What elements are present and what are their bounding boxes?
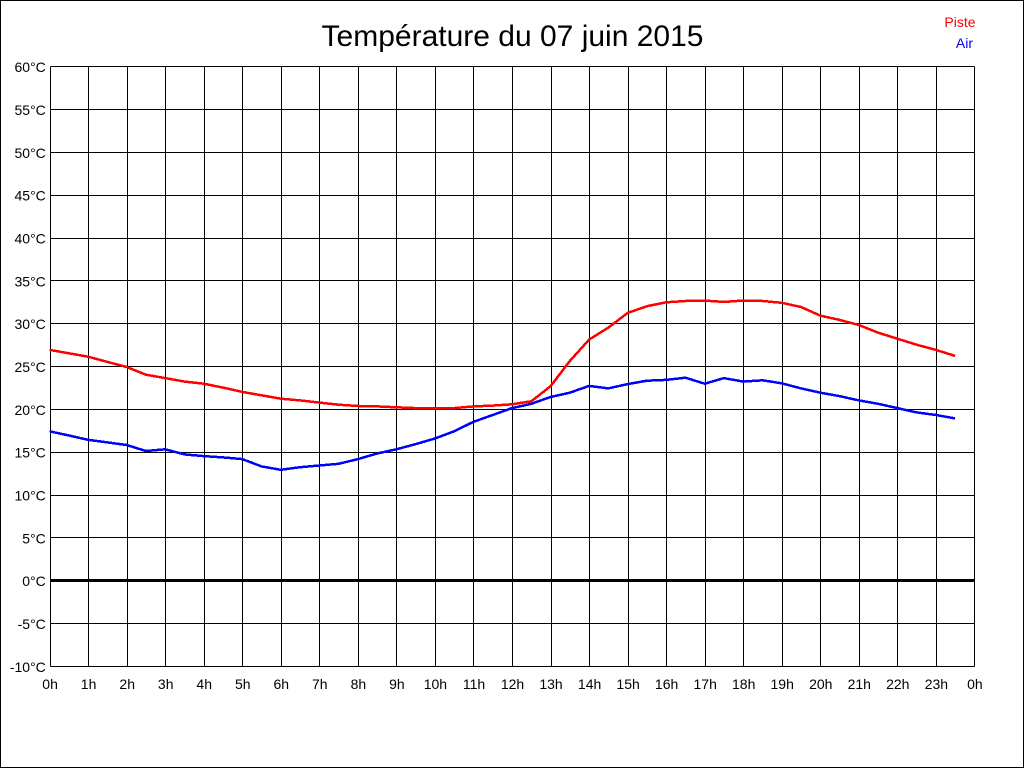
- svg-text:1h: 1h: [81, 676, 97, 692]
- svg-text:14h: 14h: [578, 676, 601, 692]
- svg-text:19h: 19h: [771, 676, 794, 692]
- svg-text:Air: Air: [956, 35, 973, 51]
- svg-text:25°C: 25°C: [15, 359, 46, 375]
- svg-text:21h: 21h: [848, 676, 871, 692]
- svg-text:7h: 7h: [312, 676, 328, 692]
- svg-text:15h: 15h: [616, 676, 639, 692]
- svg-text:4h: 4h: [196, 676, 212, 692]
- svg-text:22h: 22h: [886, 676, 909, 692]
- svg-text:6h: 6h: [274, 676, 290, 692]
- svg-text:8h: 8h: [351, 676, 367, 692]
- svg-text:20h: 20h: [809, 676, 832, 692]
- svg-text:10h: 10h: [424, 676, 447, 692]
- svg-text:35°C: 35°C: [15, 273, 46, 289]
- svg-text:-10°C: -10°C: [10, 659, 46, 675]
- svg-text:3h: 3h: [158, 676, 174, 692]
- svg-text:2h: 2h: [119, 676, 135, 692]
- svg-text:0h: 0h: [42, 676, 58, 692]
- svg-text:0°C: 0°C: [22, 573, 46, 589]
- svg-text:5°C: 5°C: [22, 530, 46, 546]
- svg-text:16h: 16h: [655, 676, 678, 692]
- svg-text:11h: 11h: [463, 676, 485, 692]
- svg-text:40°C: 40°C: [15, 230, 46, 246]
- svg-text:12h: 12h: [501, 676, 524, 692]
- svg-text:18h: 18h: [732, 676, 755, 692]
- svg-text:-5°C: -5°C: [18, 616, 46, 632]
- svg-text:55°C: 55°C: [15, 102, 46, 118]
- svg-text:60°C: 60°C: [15, 59, 46, 75]
- svg-text:Piste: Piste: [944, 14, 975, 30]
- svg-text:20°C: 20°C: [15, 402, 46, 418]
- svg-text:23h: 23h: [925, 676, 948, 692]
- svg-text:5h: 5h: [235, 676, 251, 692]
- svg-text:17h: 17h: [694, 676, 717, 692]
- svg-text:45°C: 45°C: [15, 188, 46, 204]
- svg-text:9h: 9h: [389, 676, 405, 692]
- svg-text:30°C: 30°C: [15, 316, 46, 332]
- svg-text:15°C: 15°C: [15, 445, 46, 461]
- svg-text:50°C: 50°C: [15, 145, 46, 161]
- svg-text:10°C: 10°C: [15, 488, 46, 504]
- svg-text:0h: 0h: [967, 676, 983, 692]
- svg-text:Température du 07 juin 2015: Température du 07 juin 2015: [322, 20, 704, 53]
- svg-text:13h: 13h: [539, 676, 562, 692]
